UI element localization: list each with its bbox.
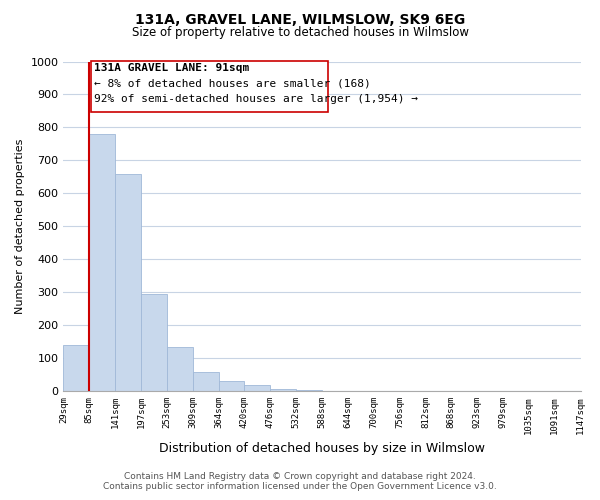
Bar	[322, 390, 348, 391]
Bar	[115, 174, 141, 391]
Bar	[400, 390, 425, 391]
Bar	[167, 346, 193, 391]
Text: ← 8% of detached houses are smaller (168): ← 8% of detached houses are smaller (168…	[94, 78, 371, 88]
Y-axis label: Number of detached properties: Number of detached properties	[15, 138, 25, 314]
Bar	[477, 390, 503, 391]
Bar	[64, 345, 89, 391]
Text: 92% of semi-detached houses are larger (1,954) →: 92% of semi-detached houses are larger (…	[94, 94, 418, 104]
Bar	[89, 134, 115, 391]
Bar	[270, 388, 296, 391]
X-axis label: Distribution of detached houses by size in Wilmslow: Distribution of detached houses by size …	[159, 442, 485, 455]
FancyBboxPatch shape	[91, 60, 328, 112]
Bar	[193, 372, 218, 391]
Text: 131A, GRAVEL LANE, WILMSLOW, SK9 6EG: 131A, GRAVEL LANE, WILMSLOW, SK9 6EG	[135, 12, 465, 26]
Text: 131A GRAVEL LANE: 91sqm: 131A GRAVEL LANE: 91sqm	[94, 63, 250, 73]
Text: Size of property relative to detached houses in Wilmslow: Size of property relative to detached ho…	[131, 26, 469, 39]
Bar	[218, 380, 244, 391]
Bar	[296, 390, 322, 391]
Bar	[244, 385, 270, 391]
Text: Contains HM Land Registry data © Crown copyright and database right 2024.
Contai: Contains HM Land Registry data © Crown c…	[103, 472, 497, 491]
Bar	[141, 294, 167, 391]
